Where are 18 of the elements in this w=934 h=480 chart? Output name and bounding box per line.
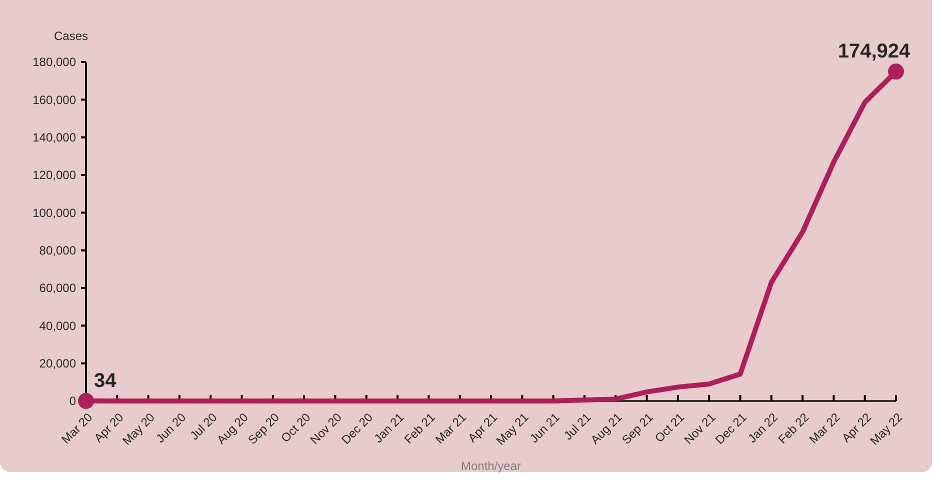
data-label: 34 xyxy=(94,370,118,392)
x-tick-label: Jul 20 xyxy=(187,410,220,443)
y-tick-label: 140,000 xyxy=(32,130,76,145)
y-tick-label: 20,000 xyxy=(39,356,76,371)
y-tick-label: 40,000 xyxy=(39,318,76,333)
x-tick-label: Mar 20 xyxy=(58,410,96,447)
y-tick-label: 160,000 xyxy=(32,92,76,107)
y-tick-label: 180,000 xyxy=(32,55,76,70)
y-tick-label: 80,000 xyxy=(39,244,76,258)
x-tick-label: Jun 21 xyxy=(527,410,563,446)
data-label: 174,924 xyxy=(838,40,912,63)
x-tick-label: Jun 20 xyxy=(153,410,189,446)
x-axis-title: Month/year xyxy=(460,459,522,473)
y-tick-label: 100,000 xyxy=(32,206,76,220)
y-axis-title: Cases xyxy=(54,29,88,43)
y-tick-label: 60,000 xyxy=(39,281,76,296)
y-tick-label: 120,000 xyxy=(32,168,76,182)
y-tick-label: 0 xyxy=(69,394,76,408)
